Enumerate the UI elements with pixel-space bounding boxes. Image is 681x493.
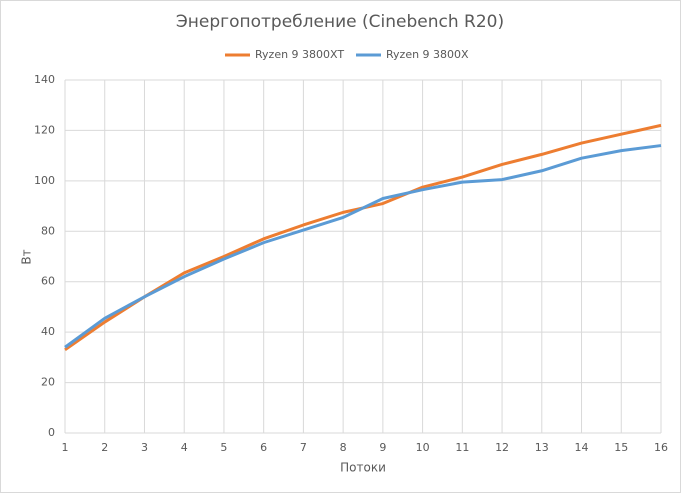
chart-title: Энергопотребление (Cinebench R20) bbox=[176, 12, 504, 32]
x-tick-label: 1 bbox=[62, 441, 69, 454]
x-tick-label: 11 bbox=[455, 441, 469, 454]
y-tick-label: 40 bbox=[41, 325, 55, 338]
x-tick-label: 15 bbox=[614, 441, 628, 454]
x-tick-label: 4 bbox=[181, 441, 188, 454]
x-tick-label: 5 bbox=[220, 441, 227, 454]
legend-label: Ryzen 9 3800XT bbox=[255, 48, 344, 61]
y-tick-label: 80 bbox=[41, 224, 55, 237]
x-tick-label: 14 bbox=[575, 441, 589, 454]
x-tick-label: 2 bbox=[101, 441, 108, 454]
x-tick-label: 8 bbox=[340, 441, 347, 454]
x-tick-label: 6 bbox=[260, 441, 267, 454]
y-tick-label: 140 bbox=[34, 73, 55, 86]
series-line bbox=[64, 144, 662, 349]
x-tick-label: 3 bbox=[141, 441, 148, 454]
x-tick-label: 10 bbox=[416, 441, 430, 454]
y-tick-label: 60 bbox=[41, 275, 55, 288]
y-tick-label: 120 bbox=[34, 123, 55, 136]
x-tick-label: 7 bbox=[300, 441, 307, 454]
x-axis-label: Потоки bbox=[340, 461, 386, 475]
x-tick-label: 12 bbox=[495, 441, 509, 454]
y-tick-label: 100 bbox=[34, 174, 55, 187]
x-tick-label: 9 bbox=[379, 441, 386, 454]
y-tick-label: 20 bbox=[41, 376, 55, 389]
x-tick-label: 13 bbox=[535, 441, 549, 454]
y-tick-label: 0 bbox=[48, 426, 55, 439]
x-tick-label: 16 bbox=[654, 441, 668, 454]
legend-label: Ryzen 9 3800X bbox=[386, 48, 469, 61]
y-axis-label: Вт bbox=[20, 249, 34, 264]
